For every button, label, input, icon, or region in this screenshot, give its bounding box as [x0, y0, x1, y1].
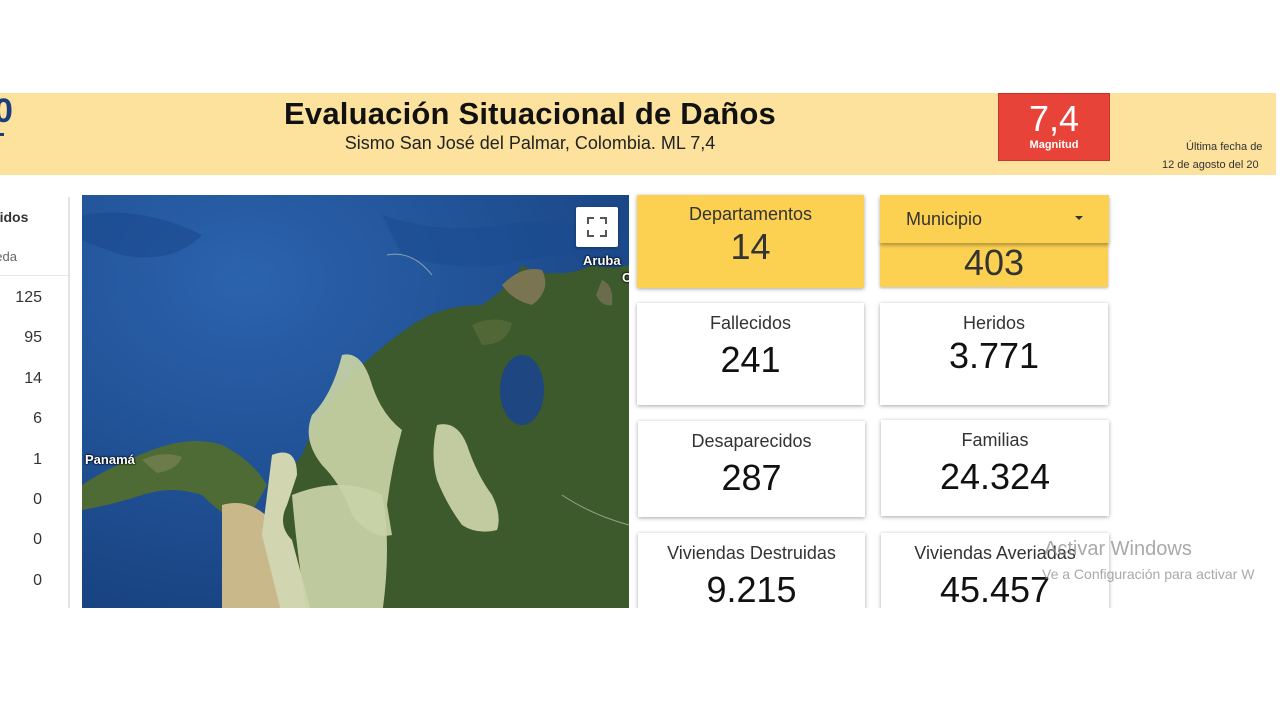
viviendas-averiadas-value: 45.457	[939, 569, 1051, 609]
fallecidos-value: 241	[720, 339, 781, 380]
page-subtitle: Sismo San José del Palmar, Colombia. ML …	[344, 133, 716, 153]
table-row-value[interactable]: 14	[24, 370, 42, 387]
municipio-dropdown-label: Municipio	[906, 209, 983, 229]
fullscreen-button[interactable]	[576, 207, 618, 247]
magnitude-value: 7,4	[1028, 98, 1080, 139]
viviendas-destruidas-card: Viviendas Destruidas 9.215	[638, 533, 865, 608]
viviendas-destruidas-value: 9.215	[706, 569, 797, 609]
page-title: Evaluación Situacional de Daños	[284, 96, 776, 131]
logo-mark	[0, 133, 4, 136]
fallecidos-card: Fallecidos 241	[637, 303, 864, 405]
familias-card: Familias 24.324	[881, 420, 1109, 516]
logo: 0	[0, 93, 13, 130]
viviendas-averiadas-card: Viviendas Averiadas 45.457	[881, 533, 1109, 608]
departamentos-label: Departamentos	[688, 204, 813, 224]
table-row-value[interactable]: 95	[24, 329, 42, 346]
table-row-value[interactable]: 0	[33, 491, 42, 508]
last-update-label: Última fecha de	[1186, 141, 1263, 153]
activation-watermark-subtitle: Ve a Configuración para activar W	[1042, 566, 1255, 582]
departamentos-value: 14	[730, 226, 771, 267]
table-row-value[interactable]: 1	[33, 451, 42, 468]
familias-label: Familias	[961, 430, 1029, 450]
map-label-aruba: Aruba	[583, 253, 621, 268]
map-imagery	[82, 195, 629, 608]
left-table-panel: ecidos ueda 125 95 14 6 1 0 0 0	[0, 197, 70, 608]
desaparecidos-value: 287	[721, 457, 782, 498]
header-bar: 0 Evaluación Situacional de Daños Sismo …	[0, 93, 1276, 175]
last-update-date: 12 de agosto del 20	[1162, 159, 1259, 171]
magnitude-label: Magnitud	[1029, 139, 1079, 151]
desaparecidos-card: Desaparecidos 287	[638, 421, 865, 517]
municipio-dropdown[interactable]: Municipio	[880, 195, 1109, 243]
heridos-label: Heridos	[962, 313, 1026, 333]
dashboard-viewport: 0 Evaluación Situacional de Daños Sismo …	[0, 93, 1276, 608]
table-row-value[interactable]: 6	[33, 410, 42, 427]
departamentos-card: Departamentos 14	[637, 195, 864, 288]
fullscreen-icon	[587, 217, 607, 237]
heridos-value: 3.771	[948, 335, 1040, 376]
viviendas-destruidas-label: Viviendas Destruidas	[667, 543, 836, 563]
municipio-value: 403	[963, 242, 1025, 283]
divider	[0, 275, 68, 276]
search-input[interactable]: ueda	[0, 249, 17, 264]
table-header: ecidos	[0, 209, 29, 225]
map-label-curacao: C	[622, 270, 629, 285]
magnitude-badge: 7,4 Magnitud	[998, 93, 1110, 161]
table-row-value[interactable]: 0	[33, 531, 42, 548]
activation-watermark-title: Activar Windows	[1044, 538, 1192, 560]
table-row-value[interactable]: 0	[33, 572, 42, 589]
familias-value: 24.324	[939, 456, 1051, 497]
desaparecidos-label: Desaparecidos	[691, 431, 812, 451]
heridos-card: Heridos 3.771	[880, 303, 1108, 405]
table-row-value[interactable]: 125	[15, 289, 42, 306]
fallecidos-label: Fallecidos	[709, 313, 792, 333]
chevron-down-icon	[1075, 216, 1083, 220]
satellite-map[interactable]: Aruba C Panamá	[82, 195, 629, 608]
municipio-card: 403	[880, 241, 1108, 287]
viviendas-averiadas-label: Viviendas Averiadas	[914, 543, 1076, 563]
map-label-panama: Panamá	[85, 452, 135, 467]
